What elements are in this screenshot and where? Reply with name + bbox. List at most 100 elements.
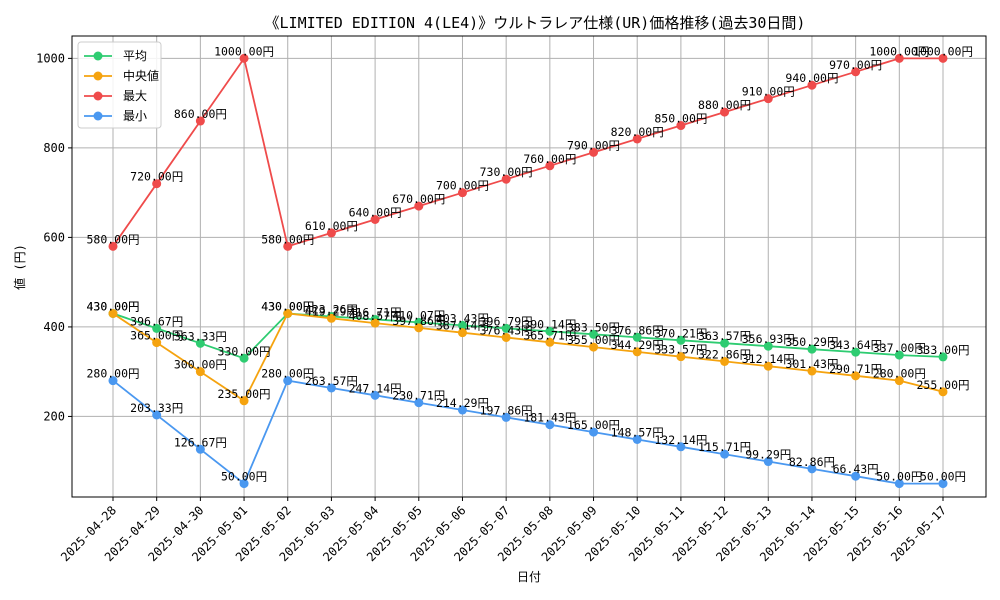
data-point: [589, 329, 599, 339]
data-label: 333.57円: [654, 343, 707, 357]
data-point: [589, 342, 599, 352]
data-label: 376.43円: [480, 323, 533, 337]
data-label: 255.00円: [916, 378, 969, 392]
data-label: 390.14円: [523, 317, 576, 331]
series-line: [112, 312, 944, 360]
data-label: 235.00円: [218, 387, 271, 401]
data-label: 396.67円: [130, 314, 183, 328]
data-label: 203.33円: [130, 401, 183, 415]
data-point: [370, 390, 380, 400]
data-label: 376.86円: [611, 323, 664, 337]
data-label: 970.00円: [829, 58, 882, 72]
data-label: 408.57円: [349, 309, 402, 323]
legend-label: 平均: [123, 49, 147, 63]
data-label: 370.21円: [654, 326, 707, 340]
data-label: 330.00円: [218, 344, 271, 358]
data-label: 1000.00円: [869, 44, 929, 58]
data-point: [720, 449, 730, 459]
data-point: [676, 121, 686, 131]
data-point: [894, 350, 904, 360]
data-point: [195, 116, 205, 126]
data-point: [414, 201, 424, 211]
data-label: 396.79円: [480, 314, 533, 328]
series-layer: [108, 53, 948, 489]
data-point: [239, 479, 249, 489]
data-point: [326, 313, 336, 323]
x-axis-ticks: 2025-04-282025-04-292025-04-302025-05-01…: [58, 497, 949, 564]
data-point: [589, 147, 599, 157]
data-point: [545, 326, 555, 336]
data-label: 760.00円: [523, 152, 576, 166]
data-label: 423.26円: [305, 303, 358, 317]
series-最大: [108, 53, 948, 251]
chart-title: 《LIMITED EDITION 4(LE4)》ウルトラレア仕様(UR)価格推移…: [265, 14, 806, 32]
data-point: [457, 320, 467, 330]
data-label: 333.00円: [916, 343, 969, 357]
data-point: [195, 444, 205, 454]
data-label: 247.14円: [349, 381, 402, 395]
data-point: [152, 410, 162, 420]
data-point: [851, 347, 861, 357]
data-point: [632, 332, 642, 342]
data-label: 363.33円: [174, 329, 227, 343]
data-label: 365.00円: [130, 329, 183, 343]
data-label: 365.71円: [523, 328, 576, 342]
data-label: 860.00円: [174, 107, 227, 121]
grid-lines: [72, 36, 986, 497]
data-label: 280.00円: [261, 367, 314, 381]
data-label: 301.43円: [785, 357, 838, 371]
data-label: 50.00円: [876, 470, 922, 484]
data-point: [195, 367, 205, 377]
data-label: 355.00円: [567, 333, 620, 347]
legend-item-中央値: 中央値: [84, 68, 159, 83]
data-label: 790.00円: [567, 138, 620, 152]
data-label: 290.71円: [829, 362, 882, 376]
data-label: 197.86円: [480, 403, 533, 417]
data-label: 148.57円: [611, 425, 664, 439]
data-label: 300.00円: [174, 358, 227, 372]
data-label: 670.00円: [392, 192, 445, 206]
data-point: [370, 318, 380, 328]
data-point: [807, 464, 817, 474]
series-最小: [108, 376, 948, 489]
data-point: [851, 371, 861, 381]
data-point: [545, 161, 555, 171]
data-point: [894, 376, 904, 386]
data-label: 322.86円: [698, 347, 751, 361]
data-point: [283, 308, 293, 318]
y-tick-label: 800: [43, 141, 65, 155]
data-point: [283, 376, 293, 386]
data-label: 700.00円: [436, 179, 489, 193]
data-label: 940.00円: [785, 71, 838, 85]
data-point: [152, 338, 162, 348]
data-point: [763, 94, 773, 104]
data-point: [501, 332, 511, 342]
data-point: [938, 479, 948, 489]
data-label: 126.67円: [174, 435, 227, 449]
data-point: [632, 134, 642, 144]
data-label: 356.93円: [742, 332, 795, 346]
legend-marker: [93, 91, 103, 101]
data-point: [457, 328, 467, 338]
data-label: 343.64円: [829, 338, 882, 352]
data-label: 387.14円: [436, 319, 489, 333]
data-labels-layer: 430.00円396.67円363.33円330.00円430.00円423.2…: [86, 44, 973, 483]
legend-frame: [77, 41, 162, 129]
data-point: [676, 352, 686, 362]
data-label: 115.71円: [698, 440, 751, 454]
y-tick-label: 600: [43, 230, 65, 244]
data-label: 580.00円: [86, 232, 139, 246]
data-point: [457, 188, 467, 198]
data-point: [239, 396, 249, 406]
data-label: 1000.00円: [913, 44, 973, 58]
y-tick-label: 400: [43, 320, 65, 334]
data-label: 263.57円: [305, 374, 358, 388]
data-point: [589, 427, 599, 437]
data-point: [763, 457, 773, 467]
data-point: [938, 53, 948, 63]
data-label: 337.00円: [873, 341, 926, 355]
data-point: [239, 53, 249, 63]
data-point: [763, 341, 773, 351]
data-point: [152, 323, 162, 333]
